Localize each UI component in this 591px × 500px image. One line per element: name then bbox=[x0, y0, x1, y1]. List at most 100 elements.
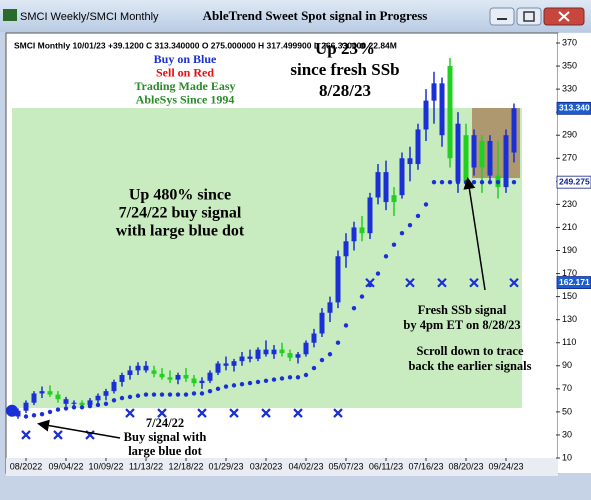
stop-dot bbox=[143, 392, 149, 397]
annotation: Scroll down to trace bbox=[416, 344, 523, 358]
stop-dot bbox=[455, 179, 461, 185]
candle-body bbox=[103, 391, 109, 396]
stop-dot bbox=[407, 222, 413, 228]
candle-body bbox=[343, 241, 349, 257]
annotation: since fresh SSb bbox=[290, 60, 399, 79]
stop-dot bbox=[103, 401, 109, 407]
x-tick-label: 10/09/22 bbox=[88, 461, 123, 471]
stop-dot bbox=[47, 409, 53, 415]
candle-body bbox=[415, 129, 421, 165]
candle-body bbox=[471, 135, 477, 168]
stop-dot bbox=[479, 179, 485, 185]
stop-dot bbox=[447, 179, 453, 185]
y-tick-label: 130 bbox=[562, 314, 577, 324]
stop-dot bbox=[199, 391, 205, 396]
candle-body bbox=[279, 349, 285, 354]
candle-body bbox=[207, 372, 213, 381]
legend-line: Buy on Blue bbox=[154, 52, 217, 66]
stop-dot bbox=[383, 254, 389, 259]
window-title: AbleTrend Sweet Spot signal in Progress bbox=[203, 8, 428, 23]
stop-dot bbox=[303, 372, 309, 378]
x-mark bbox=[229, 408, 239, 418]
stop-dot bbox=[119, 395, 125, 401]
minimize-button[interactable] bbox=[489, 7, 515, 26]
date-axis-panel bbox=[6, 458, 558, 476]
stop-dot bbox=[63, 406, 69, 411]
annotation: Up 23% bbox=[315, 39, 375, 58]
candle-body bbox=[255, 349, 261, 359]
annotation: 7/24/22 bbox=[146, 416, 184, 430]
stop-dot bbox=[335, 340, 341, 345]
stop-dot bbox=[431, 179, 437, 185]
candle-body bbox=[303, 342, 309, 355]
candle-body bbox=[247, 356, 253, 359]
x-tick-label: 08/2022 bbox=[10, 461, 43, 471]
annotation: back the earlier signals bbox=[408, 359, 531, 373]
candle-body bbox=[135, 365, 141, 371]
candle-body bbox=[439, 83, 445, 136]
candle-body bbox=[383, 172, 389, 203]
x-tick-label: 12/18/22 bbox=[168, 461, 203, 471]
candle-body bbox=[287, 353, 293, 358]
candle-body bbox=[23, 402, 29, 411]
candle-body bbox=[487, 140, 493, 176]
stop-dot bbox=[495, 179, 501, 185]
stop-dot bbox=[375, 271, 381, 276]
stop-dot bbox=[359, 294, 365, 299]
annotation: 7/24/22 buy signal bbox=[119, 205, 242, 222]
x-mark bbox=[293, 408, 303, 418]
candle-body bbox=[375, 172, 381, 198]
stop-dot bbox=[191, 391, 197, 396]
annotation: with large blue dot bbox=[116, 223, 245, 240]
stop-dot bbox=[399, 231, 405, 236]
stop-dot bbox=[319, 357, 325, 363]
maximize-button[interactable] bbox=[516, 7, 542, 26]
maximize-icon bbox=[523, 11, 535, 22]
stop-dot bbox=[327, 352, 333, 357]
info-line: SMCI Monthly 10/01/23 +39.1200 C 313.340… bbox=[14, 40, 397, 50]
stop-dot bbox=[423, 202, 429, 207]
y-tick-label: 370 bbox=[562, 37, 577, 47]
annotation: Buy signal with bbox=[124, 430, 207, 444]
candle-body bbox=[167, 377, 173, 380]
y-tick-label: 110 bbox=[562, 337, 576, 347]
x-mark bbox=[197, 408, 207, 418]
stop-dot bbox=[135, 393, 141, 398]
candle-body bbox=[311, 333, 317, 343]
stop-dot bbox=[111, 398, 117, 403]
x-mark bbox=[469, 278, 479, 288]
stop-dot bbox=[391, 242, 397, 247]
stop-dot bbox=[487, 179, 493, 185]
y-tick-label: 210 bbox=[562, 222, 577, 232]
candle-body bbox=[95, 395, 101, 401]
y-tick-label: 90 bbox=[562, 360, 572, 370]
stop-dot bbox=[295, 375, 301, 380]
candle-body bbox=[399, 158, 405, 196]
candle-body bbox=[223, 363, 229, 366]
x-mark bbox=[405, 278, 415, 288]
candle-body bbox=[231, 361, 237, 366]
stop-dot bbox=[127, 394, 133, 400]
candle-body bbox=[119, 375, 125, 382]
x-tick-label: 09/04/22 bbox=[48, 461, 83, 471]
stop-dot bbox=[503, 179, 509, 185]
x-mark bbox=[125, 408, 135, 418]
candle-body bbox=[391, 195, 397, 203]
candle-body bbox=[359, 227, 365, 234]
y-tick-label: 330 bbox=[562, 83, 577, 93]
close-icon bbox=[558, 11, 570, 22]
window-tab[interactable]: SMCI Weekly/SMCI Monthly bbox=[20, 11, 159, 23]
candle-body bbox=[271, 349, 277, 355]
annotation: Up 480% since bbox=[129, 187, 231, 204]
candle-body bbox=[127, 370, 133, 375]
candle-body bbox=[503, 135, 509, 188]
y-tick-label: 150 bbox=[562, 291, 577, 301]
stop-dot bbox=[183, 392, 189, 397]
candle-body bbox=[327, 302, 333, 313]
y-tick-label: 50 bbox=[562, 406, 572, 416]
stop-dot bbox=[439, 179, 445, 185]
candle-body bbox=[407, 158, 413, 165]
x-tick-label: 05/07/23 bbox=[328, 461, 363, 471]
x-mark bbox=[509, 278, 519, 288]
